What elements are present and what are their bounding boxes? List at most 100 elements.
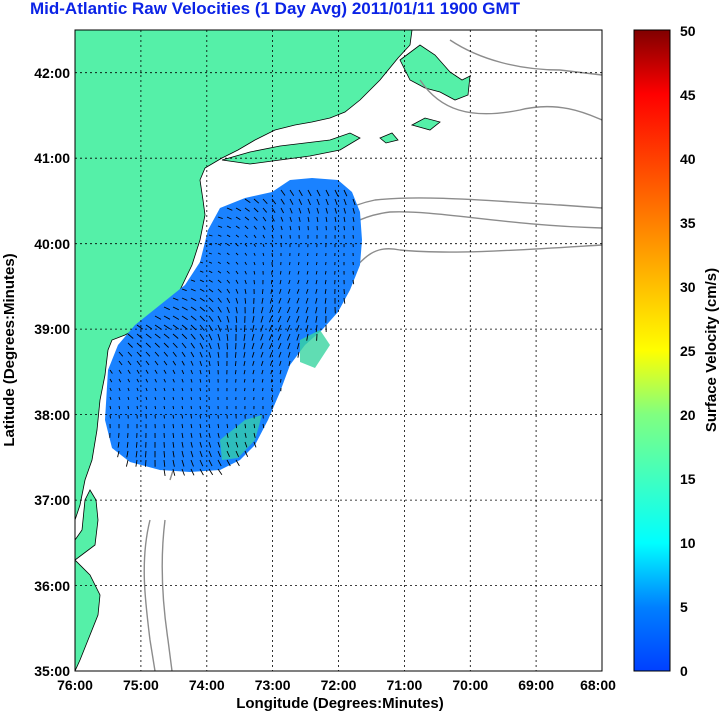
velocity-vector <box>352 198 356 206</box>
velocity-vector <box>199 423 202 429</box>
velocity-vector <box>280 216 284 222</box>
velocity-vector <box>279 279 282 285</box>
velocity-vector <box>145 360 150 366</box>
velocity-vector <box>235 279 239 284</box>
velocity-vector <box>181 369 185 375</box>
velocity-vector <box>208 306 214 313</box>
velocity-vector <box>253 198 260 204</box>
velocity-vector <box>172 351 177 357</box>
velocity-vector <box>226 207 233 211</box>
velocity-vector <box>296 315 300 323</box>
colorbar-tick: 40 <box>680 151 696 167</box>
velocity-vector <box>118 387 121 392</box>
velocity-vector <box>305 288 309 294</box>
x-axis-label: Longitude (Degrees:Minutes) <box>236 695 444 712</box>
velocity-vector <box>172 450 175 458</box>
velocity-vector <box>199 387 202 392</box>
velocity-vector <box>244 441 248 448</box>
colorbar-tick: 50 <box>680 23 696 39</box>
x-tick: 70:00 <box>452 677 488 693</box>
velocity-vector <box>217 441 221 448</box>
velocity-vector <box>190 315 197 321</box>
velocity-vector <box>244 252 248 256</box>
velocity-vector <box>217 225 223 228</box>
velocity-vector <box>127 405 129 410</box>
velocity-vector <box>277 324 282 332</box>
velocity-vector <box>287 342 291 350</box>
velocity-vector <box>289 198 294 205</box>
velocity-vector <box>324 279 327 285</box>
velocity-vector <box>343 225 345 231</box>
velocity-vector <box>298 225 301 231</box>
velocity-field <box>105 178 362 472</box>
velocity-vector <box>217 261 221 264</box>
velocity-vector <box>217 234 222 237</box>
velocity-vector <box>126 450 129 458</box>
velocity-vector <box>244 234 248 238</box>
velocity-vector <box>181 396 184 401</box>
velocity-vector <box>172 315 180 320</box>
y-axis-label: Latitude (Degrees:Minutes) <box>1 253 18 446</box>
velocity-vector <box>118 396 121 401</box>
velocity-vector <box>307 189 312 197</box>
velocity-vector <box>217 342 220 350</box>
velocity-vector <box>226 243 230 247</box>
velocity-vector <box>190 279 196 282</box>
velocity-vector <box>208 450 212 458</box>
velocity-vector <box>199 405 201 410</box>
velocity-vector <box>181 378 184 383</box>
velocity-vector <box>181 324 188 330</box>
velocity-vector <box>315 297 318 304</box>
velocity-vector <box>243 324 246 333</box>
velocity-vector <box>316 216 319 222</box>
velocity-vector <box>154 387 157 392</box>
velocity-vector <box>234 351 237 358</box>
velocity-vector <box>154 378 157 383</box>
y-tick: 42:00 <box>34 65 70 81</box>
velocity-vector <box>199 342 204 349</box>
velocity-vector <box>260 342 264 350</box>
velocity-vector <box>278 297 282 304</box>
velocity-vector <box>172 297 179 301</box>
colorbar-tick: 20 <box>680 407 696 423</box>
velocity-vector <box>145 342 152 348</box>
velocity-vector <box>154 405 157 410</box>
velocity-vector <box>190 459 194 467</box>
velocity-vector <box>208 441 212 448</box>
velocity-vector <box>244 450 249 457</box>
velocity-vector <box>260 360 264 366</box>
velocity-vector <box>271 207 276 214</box>
velocity-vector <box>270 279 273 285</box>
velocity-vector <box>315 306 318 314</box>
velocity-vector <box>277 333 282 341</box>
velocity-vector <box>252 306 255 314</box>
velocity-vector <box>286 333 291 341</box>
velocity-vector <box>136 324 143 330</box>
velocity-vector <box>252 360 255 366</box>
velocity-vector <box>298 216 301 222</box>
plot-frame <box>74 29 603 672</box>
velocity-vector <box>208 243 213 246</box>
y-tick: 41:00 <box>34 150 70 166</box>
velocity-vector <box>243 333 246 341</box>
velocity-vector <box>243 369 246 375</box>
velocity-vector <box>127 378 131 383</box>
velocity-vector <box>190 333 196 340</box>
velocity-vector <box>181 441 184 448</box>
velocity-vector <box>260 351 264 358</box>
velocity-vector <box>261 378 264 383</box>
velocity-vector <box>260 306 264 314</box>
velocity-vector <box>288 270 291 275</box>
velocity-vector <box>324 270 327 275</box>
velocity-vector <box>270 288 273 294</box>
velocity-vector <box>244 198 251 203</box>
velocity-vector <box>118 360 123 366</box>
velocity-vector <box>307 207 311 214</box>
velocity-vector <box>324 306 327 314</box>
velocity-vector <box>154 396 157 401</box>
velocity-vector <box>262 387 264 392</box>
velocity-vector <box>136 369 140 374</box>
velocity-vector <box>190 432 193 438</box>
velocity-vector <box>280 198 285 205</box>
velocity-vector <box>118 351 124 357</box>
